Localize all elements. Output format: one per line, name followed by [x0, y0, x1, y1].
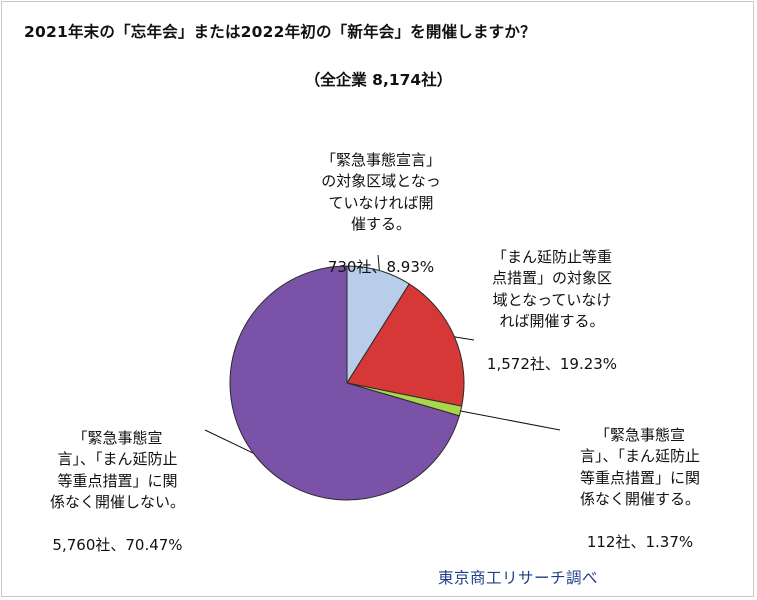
slice-label-2: 「緊急事態宣 言」、「まん延防止 等重点措置」に関 係なく開催する。 112社、… [540, 403, 740, 554]
slice-value-1: 1,572社、19.23% [486, 355, 618, 373]
leader-line-1 [454, 336, 475, 341]
source-credit: 東京商工リサーチ調べ [438, 569, 599, 587]
chart-title: 2021年末の「忘年会」または2022年初の「新年会」を開催しますか？ [24, 23, 536, 41]
chart-subtitle: （全企業 8,174社） [304, 71, 453, 89]
slice-value-2: 112社、1.37% [586, 533, 694, 551]
leader-line-0 [377, 254, 380, 271]
slice-label-text-1: 「まん延防止等重 点措置」の対象区 域となっていなけ れば開催する。 [491, 247, 612, 331]
slice-label-text-3: 「緊急事態宣 言」、「まん延防止 等重点措置」に関 係なく開催しない。 [49, 428, 185, 512]
leader-line-2 [460, 410, 561, 431]
slice-label-text-0: 「緊急事態宣言」 の対象区域となっ ていなければ開 催する。 [320, 150, 441, 234]
slice-label-text-2: 「緊急事態宣 言」、「まん延防止 等重点措置」に関 係なく開催する。 [579, 425, 700, 509]
slice-label-0: 「緊急事態宣言」 の対象区域となっ ていなければ開 催する。 730社、8.93… [293, 128, 469, 279]
slice-label-3: 「緊急事態宣 言」、「まん延防止 等重点措置」に関 係なく開催しない。 5,76… [30, 406, 205, 557]
leader-line-3 [204, 429, 254, 454]
slice-value-3: 5,760社、70.47% [52, 536, 183, 554]
slice-label-1: 「まん延防止等重 点措置」の対象区 域となっていなけ れば開催する。 1,572… [478, 225, 626, 376]
slice-value-0: 730社、8.93% [327, 258, 435, 276]
pie-slice-1 [346, 283, 465, 407]
